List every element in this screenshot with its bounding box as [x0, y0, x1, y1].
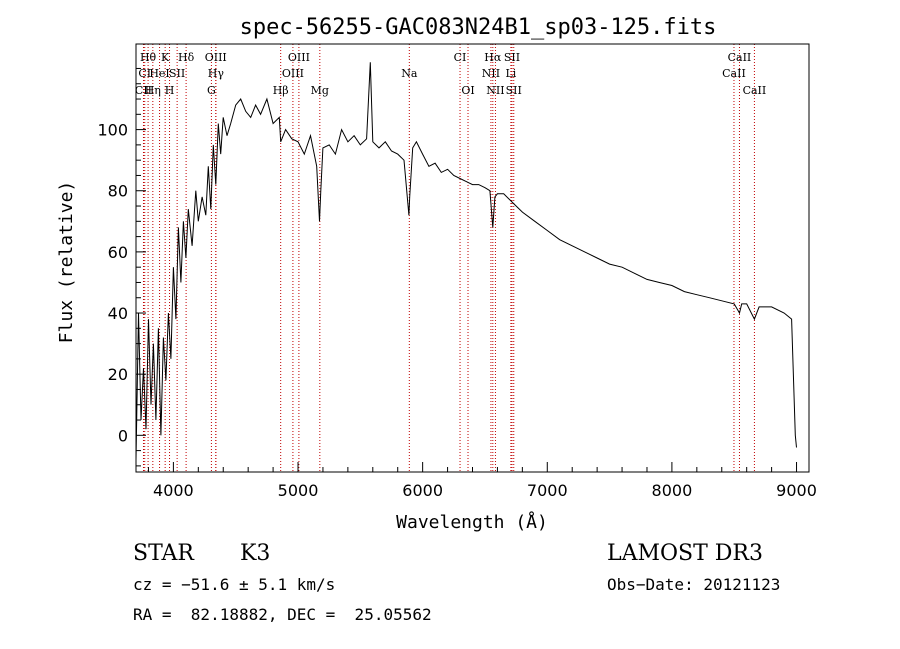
spectral-line-label: Hη [145, 84, 161, 97]
spectral-line-label: CI [454, 51, 467, 64]
spectral-line-label: K [161, 51, 170, 64]
chart-title: spec-56255-GAC083N24B1_sp03-125.fits [240, 15, 717, 40]
line-markers [142, 44, 755, 472]
x-tick-label: 9000 [776, 481, 817, 500]
y-tick-label: 0 [118, 426, 128, 445]
spectral-line-label: NII [486, 84, 504, 97]
x-tick-label: 8000 [652, 481, 693, 500]
spectral-line-label: SII [506, 84, 522, 97]
y-tick-label: 100 [97, 121, 128, 140]
x-tick-label: 5000 [278, 481, 319, 500]
y-tick-label: 20 [108, 365, 128, 384]
plot-frame [135, 43, 810, 473]
spectral-line-label: OIII [205, 51, 227, 64]
spectral-line-label: G [207, 84, 216, 97]
spectral-line-label: HeI [149, 67, 169, 80]
x-tick-label: 6000 [402, 481, 443, 500]
x-axis-ticks: 4000 5000 6000 7000 8000 9000 [147, 462, 817, 500]
y-tick-label: 40 [108, 304, 128, 323]
object-class: STAR [133, 541, 195, 566]
spectral-line-label: Hδ [178, 51, 195, 64]
x-tick-label: 4000 [153, 481, 194, 500]
y-tick-label: 60 [108, 243, 128, 262]
spectral-line-label: NII [482, 67, 500, 80]
spectral-line-label: OIII [288, 51, 310, 64]
ra-dec: RA = 82.18882, DEC = 25.05562 [133, 605, 432, 624]
y-axis-label: Flux (relative) [56, 181, 77, 344]
spectral-line-label: CII [135, 84, 152, 97]
spectral-line-label: OIII [282, 67, 304, 80]
y-tick-label: 80 [108, 182, 128, 201]
spectral-line-label: CaII [743, 84, 767, 97]
spectral-line-label: Li [505, 67, 516, 80]
spectral-line-label: Hβ [273, 84, 289, 97]
spectral-line-label: Hγ [208, 67, 225, 80]
spectrum-series [135, 62, 797, 460]
survey-name: LAMOST DR3 [607, 541, 763, 566]
spectral-line-label: H [165, 84, 175, 97]
object-subclass: K3 [240, 541, 270, 566]
spectral-line-label: CaII [728, 51, 752, 64]
spectral-line-label: Hα [484, 51, 502, 64]
spectral-line-label: SII [504, 51, 520, 64]
spectral-line-label: Na [401, 67, 418, 80]
spectral-line-label: Mg [311, 84, 329, 97]
spectral-line-label: OI [461, 84, 474, 97]
spectral-line-label: Hθ [140, 51, 157, 64]
spectral-line-label: CI [138, 67, 151, 80]
redshift-cz: cz = −51.6 ± 5.1 km/s [133, 575, 335, 594]
observation-date: Obs−Date: 20121123 [607, 575, 780, 594]
spectral-line-label: CaII [722, 67, 746, 80]
y-axis-ticks: 0 20 40 60 80 100 [97, 67, 146, 467]
spectral-line-label: SII [169, 67, 185, 80]
x-axis-label: Wavelength (Å) [396, 511, 548, 533]
x-tick-label: 7000 [527, 481, 568, 500]
